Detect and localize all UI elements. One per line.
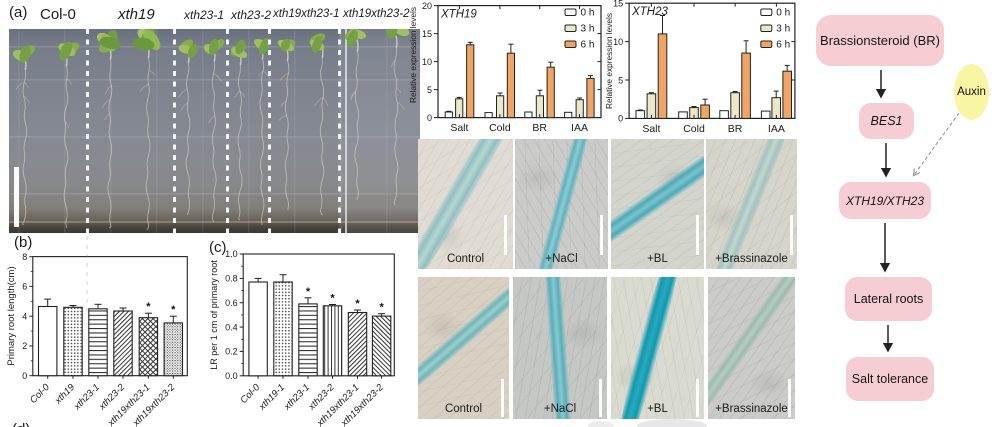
svg-text:Relative expression levels: Relative expression levels <box>408 7 418 103</box>
svg-text:0.4: 0.4 <box>225 322 238 332</box>
svg-text:*: * <box>355 298 360 310</box>
svg-text:LR per 1 cm of primary root: LR per 1 cm of primary root <box>209 260 219 370</box>
svg-text:8: 8 <box>22 252 27 262</box>
svg-text:*: * <box>306 286 311 298</box>
svg-text:XTH23: XTH23 <box>631 6 668 18</box>
svg-text:0 h: 0 h <box>581 8 595 19</box>
svg-text:6 h: 6 h <box>776 40 790 51</box>
svg-text:15: 15 <box>613 0 623 9</box>
svg-text:*: * <box>330 293 335 305</box>
svg-text:0.2: 0.2 <box>225 347 238 357</box>
svg-text:5: 5 <box>618 75 623 85</box>
svg-text:Relative expression levels: Relative expression levels <box>605 13 614 109</box>
svg-text:15: 15 <box>422 29 432 39</box>
svg-text:5: 5 <box>427 85 432 95</box>
svg-text:Salt: Salt <box>642 123 660 135</box>
svg-text:BR: BR <box>728 123 743 135</box>
svg-text:6: 6 <box>22 282 27 292</box>
svg-text:xth23-1: xth23-1 <box>71 382 102 413</box>
svg-text:*: * <box>171 304 176 316</box>
svg-text:6 h: 6 h <box>581 40 595 51</box>
svg-text:*: * <box>379 302 384 314</box>
svg-text:Primary root length(cm): Primary root length(cm) <box>6 266 17 365</box>
svg-text:IAA: IAA <box>768 123 785 135</box>
svg-text:10: 10 <box>613 37 623 47</box>
svg-text:0: 0 <box>427 113 432 123</box>
svg-text:xth23-1: xth23-1 <box>281 382 312 413</box>
svg-text:Cold: Cold <box>489 122 511 134</box>
svg-text:IAA: IAA <box>571 122 588 134</box>
svg-text:2: 2 <box>22 341 27 351</box>
svg-text:xth19-1: xth19-1 <box>256 382 287 413</box>
svg-text:Cold: Cold <box>683 123 705 135</box>
svg-text:10: 10 <box>422 57 432 67</box>
svg-text:1.0: 1.0 <box>225 249 238 259</box>
svg-text:0.6: 0.6 <box>225 298 238 308</box>
svg-text:Salt: Salt <box>450 122 468 134</box>
svg-text:4: 4 <box>22 311 27 321</box>
svg-text:Col-0: Col-0 <box>28 382 52 406</box>
svg-text:0: 0 <box>22 371 27 381</box>
svg-text:BR: BR <box>532 122 547 134</box>
svg-text:XTH19: XTH19 <box>440 9 477 21</box>
svg-text:0: 0 <box>618 114 623 124</box>
svg-text:0.0: 0.0 <box>225 371 238 381</box>
svg-text:20: 20 <box>422 1 432 11</box>
svg-text:3 h: 3 h <box>776 24 790 35</box>
svg-text:3 h: 3 h <box>581 24 595 35</box>
svg-text:*: * <box>146 301 151 313</box>
svg-text:0 h: 0 h <box>776 8 790 19</box>
svg-text:0.8: 0.8 <box>225 274 238 284</box>
